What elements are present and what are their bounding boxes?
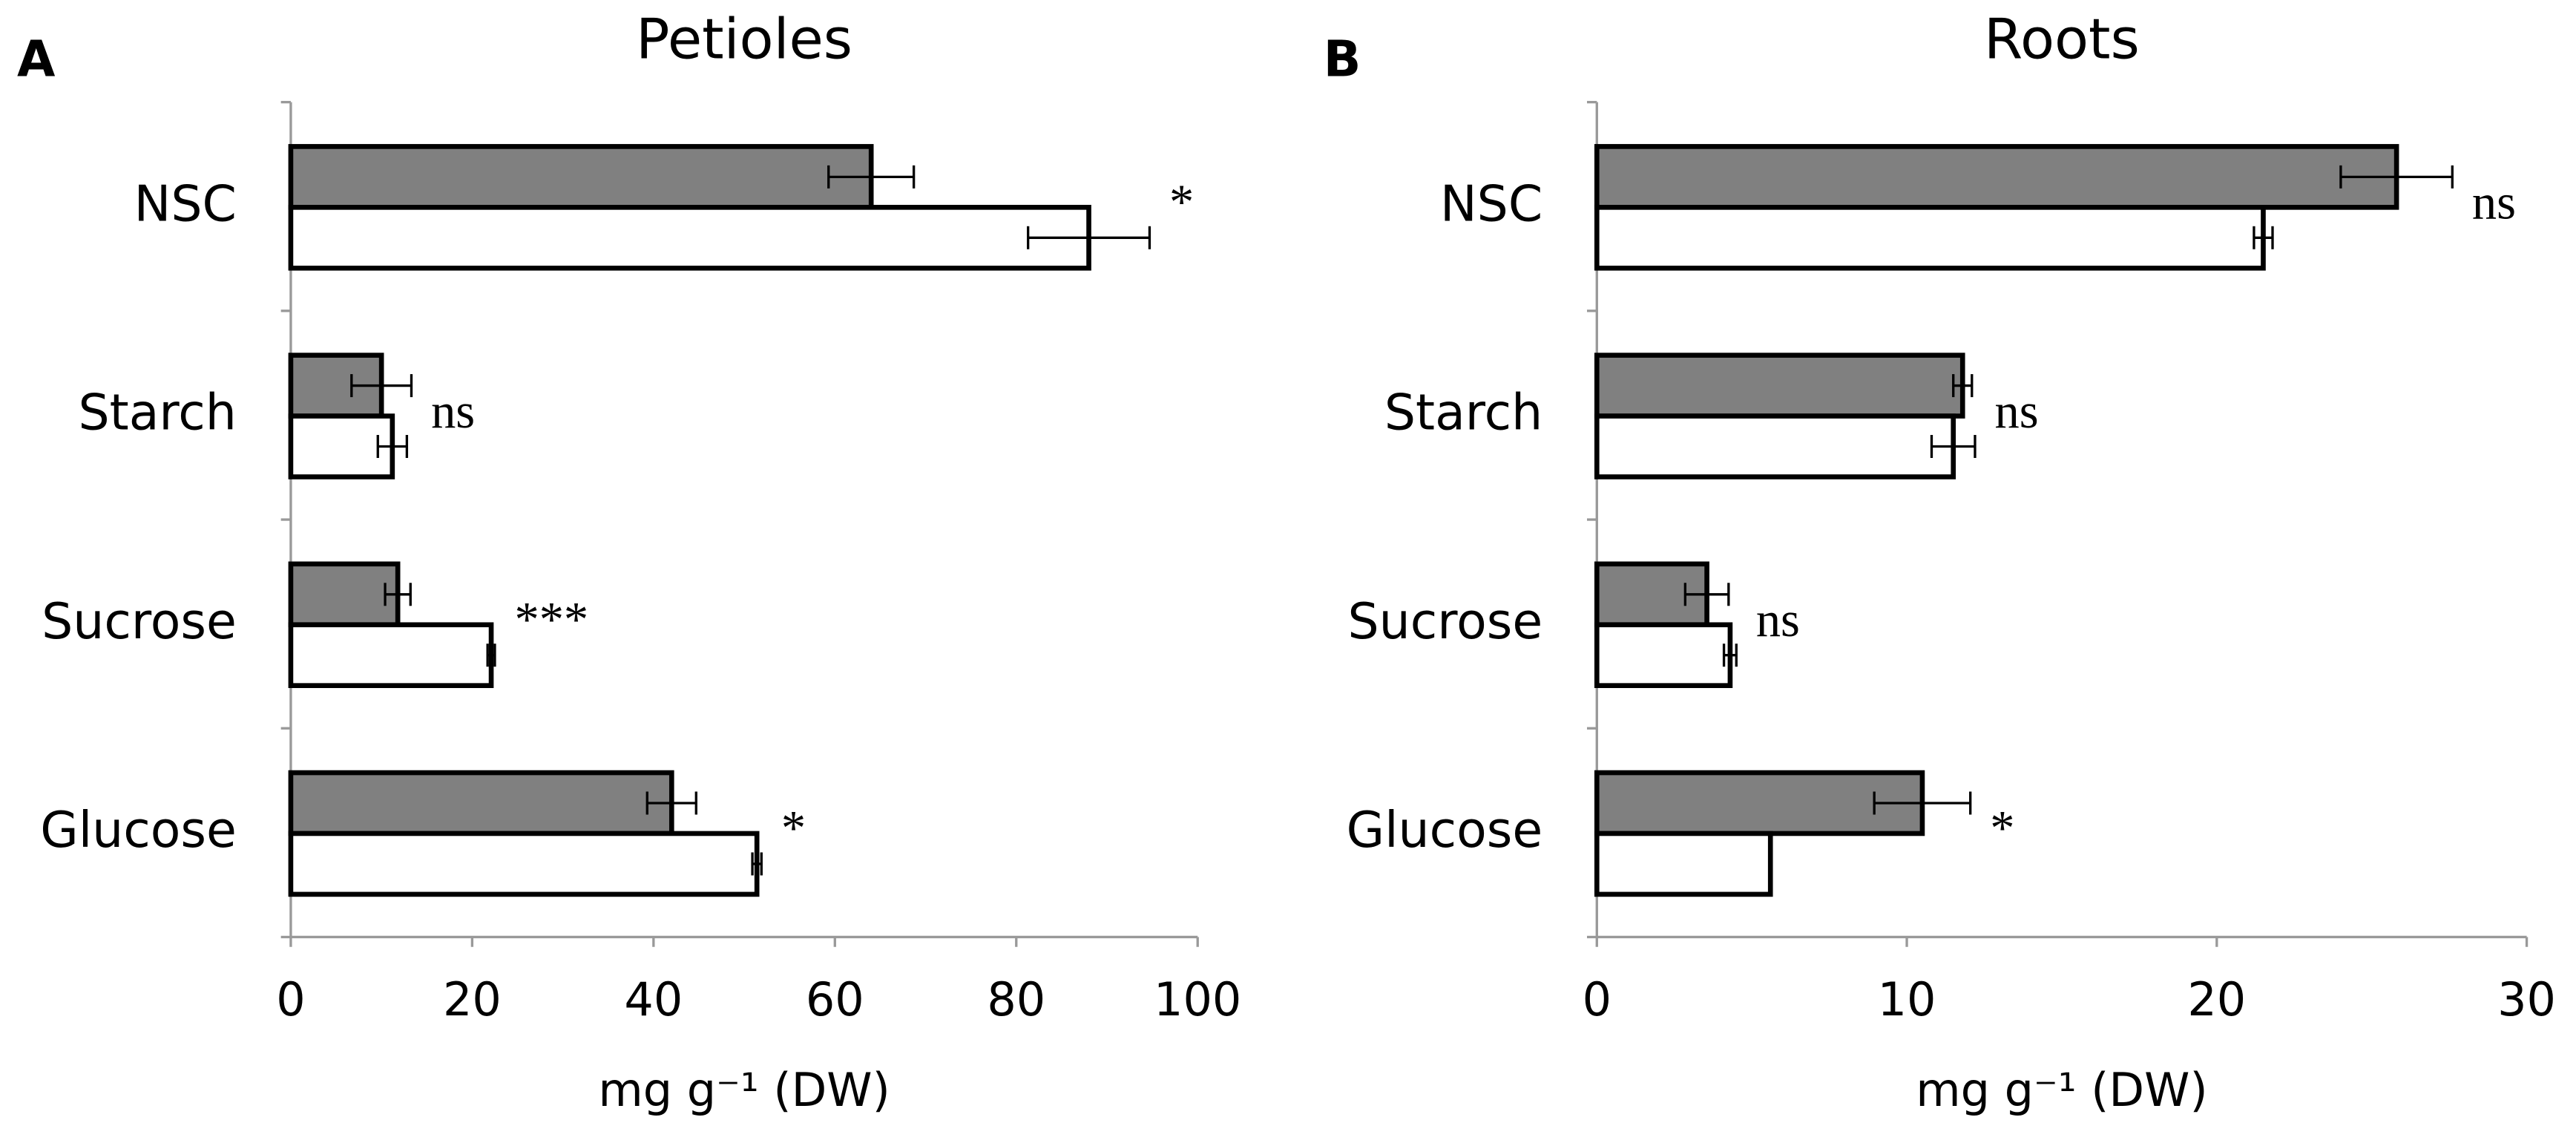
error-bar xyxy=(1722,644,1738,667)
error-bar xyxy=(1952,374,1974,398)
error-bar xyxy=(645,791,697,815)
bar xyxy=(288,144,874,210)
x-axis-label: mg g⁻¹ (DW) xyxy=(598,1063,890,1117)
significance-label: * xyxy=(1169,176,1194,230)
error-bar xyxy=(1683,583,1730,606)
error-bar xyxy=(376,435,409,458)
significance-label: *** xyxy=(515,593,589,647)
x-tick-label: 20 xyxy=(443,972,502,1027)
bar xyxy=(1594,353,1965,419)
significance-label: ns xyxy=(2472,176,2516,230)
significance-label: * xyxy=(781,802,806,856)
significance-label: * xyxy=(1990,802,2014,856)
bar xyxy=(1594,831,1773,897)
significance-label: ns xyxy=(431,384,475,439)
bar xyxy=(288,831,760,897)
x-tick-label: 0 xyxy=(1583,972,1611,1027)
x-tick-label: 0 xyxy=(276,972,305,1027)
bar xyxy=(1594,413,1956,479)
error-bar xyxy=(751,852,763,876)
significance-label: ns xyxy=(1995,384,2039,439)
error-bar xyxy=(2253,226,2274,249)
category-label: Sucrose xyxy=(42,592,237,650)
error-bar xyxy=(1873,791,1972,815)
bar xyxy=(288,622,494,689)
bar xyxy=(1594,622,1733,689)
error-bar xyxy=(350,374,413,398)
category-label: NSC xyxy=(134,174,237,232)
bar xyxy=(1594,205,2266,271)
category-label: Sucrose xyxy=(1348,592,1543,650)
bar xyxy=(288,413,395,479)
error-bar xyxy=(384,583,412,606)
x-tick-label: 10 xyxy=(1878,972,1936,1027)
error-bar xyxy=(1930,435,1977,458)
error-bar xyxy=(486,644,496,667)
x-tick-label: 60 xyxy=(806,972,864,1027)
bar xyxy=(288,205,1091,271)
chart-title: Petioles xyxy=(636,6,852,71)
x-tick-label: 20 xyxy=(2187,972,2246,1027)
panel-label: A xyxy=(17,30,56,88)
error-bar xyxy=(2339,165,2454,189)
x-tick-label: 40 xyxy=(624,972,683,1027)
category-label: Starch xyxy=(1384,384,1542,442)
category-label: Starch xyxy=(79,384,237,442)
category-label: NSC xyxy=(1440,174,1542,232)
x-tick-label: 80 xyxy=(987,972,1045,1027)
category-label: Glucose xyxy=(40,801,237,859)
significance-label: ns xyxy=(1756,593,1800,647)
x-tick-label: 100 xyxy=(1154,972,1241,1027)
bar xyxy=(1594,144,2399,210)
x-axis-label: mg g⁻¹ (DW) xyxy=(1916,1063,2207,1117)
x-tick-label: 30 xyxy=(2497,972,2556,1027)
panel-label: B xyxy=(1324,30,1361,88)
bar xyxy=(288,561,401,628)
chart-title: Roots xyxy=(1984,6,2140,71)
error-bar xyxy=(1026,226,1151,249)
category-label: Glucose xyxy=(1347,801,1543,859)
error-bar xyxy=(827,165,916,189)
bar xyxy=(288,770,674,836)
